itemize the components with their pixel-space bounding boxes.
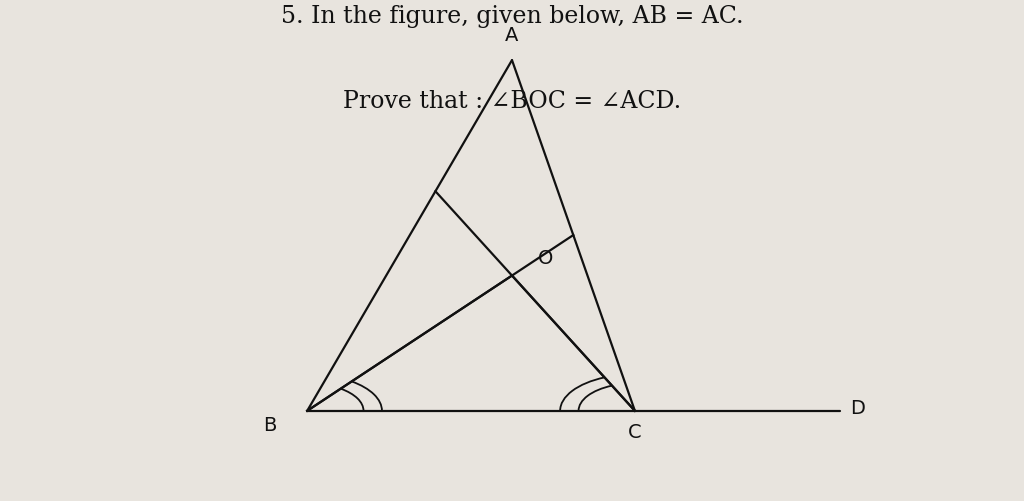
Text: D: D [850, 399, 865, 418]
Text: C: C [628, 423, 642, 442]
Text: B: B [263, 416, 276, 435]
Text: A: A [505, 26, 519, 45]
Text: Prove that : ∠BOC = ∠ACD.: Prove that : ∠BOC = ∠ACD. [343, 90, 681, 113]
Text: O: O [538, 249, 553, 268]
Text: 5. In the figure, given below, AB = AC.: 5. In the figure, given below, AB = AC. [281, 5, 743, 28]
